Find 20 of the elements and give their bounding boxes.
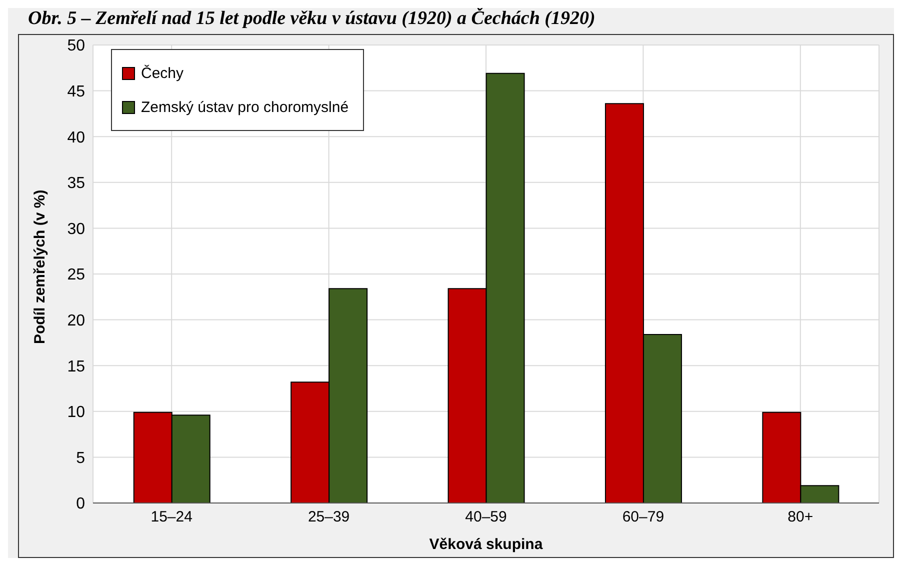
y-tick-label: 10: [67, 404, 86, 422]
x-tick-label: 15–24: [150, 508, 192, 526]
y-tick-label: 45: [67, 83, 86, 100]
y-tick-label: 25: [67, 266, 86, 284]
y-tick-label: 50: [67, 38, 86, 55]
y-axis-title: Podíl zemřelých (v %): [31, 190, 48, 344]
x-tick-label: 80+: [788, 508, 814, 526]
x-tick-label: 40–59: [465, 508, 507, 526]
y-tick-label: 40: [67, 129, 86, 146]
legend-label: Zemský ústav pro choromyslné: [141, 98, 349, 116]
y-tick-label: 30: [67, 220, 86, 238]
legend-label: Čechy: [141, 64, 184, 82]
x-tick-label: 25–39: [308, 508, 350, 526]
y-tick-label: 15: [67, 358, 86, 376]
y-tick-label: 0: [76, 496, 86, 513]
x-axis-title: Věková skupina: [429, 536, 544, 553]
y-tick-label: 5: [76, 450, 86, 467]
x-tick-label: 60–79: [622, 508, 664, 526]
y-tick-label: 35: [67, 175, 86, 192]
y-tick-label: 20: [67, 312, 86, 330]
